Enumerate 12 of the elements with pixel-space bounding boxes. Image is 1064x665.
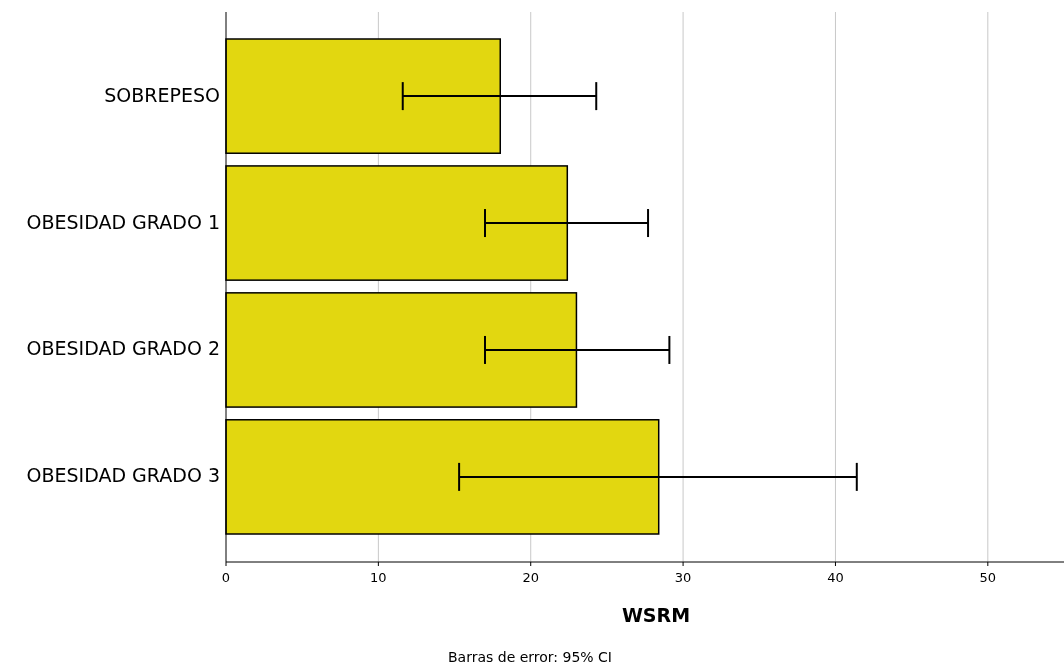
x-tick-label: 0 [221,570,231,585]
x-tick-label: 40 [827,570,844,585]
x-tick-label: 10 [370,570,387,585]
y-tick-label: OBESIDAD GRADO 2 [26,337,220,360]
y-tick-label: SOBREPESO [104,83,220,106]
y-tick-label: OBESIDAD GRADO 1 [26,210,220,233]
x-tick-label: 30 [674,570,692,585]
x-axis-title: WSRM [621,604,691,626]
text: Barras de error: 95% CI [447,649,613,665]
x-tick-label: 50 [979,570,997,585]
y-tick-label: OBESIDAD GRADO 3 [26,464,220,487]
x-tick-label: 20 [522,570,539,585]
